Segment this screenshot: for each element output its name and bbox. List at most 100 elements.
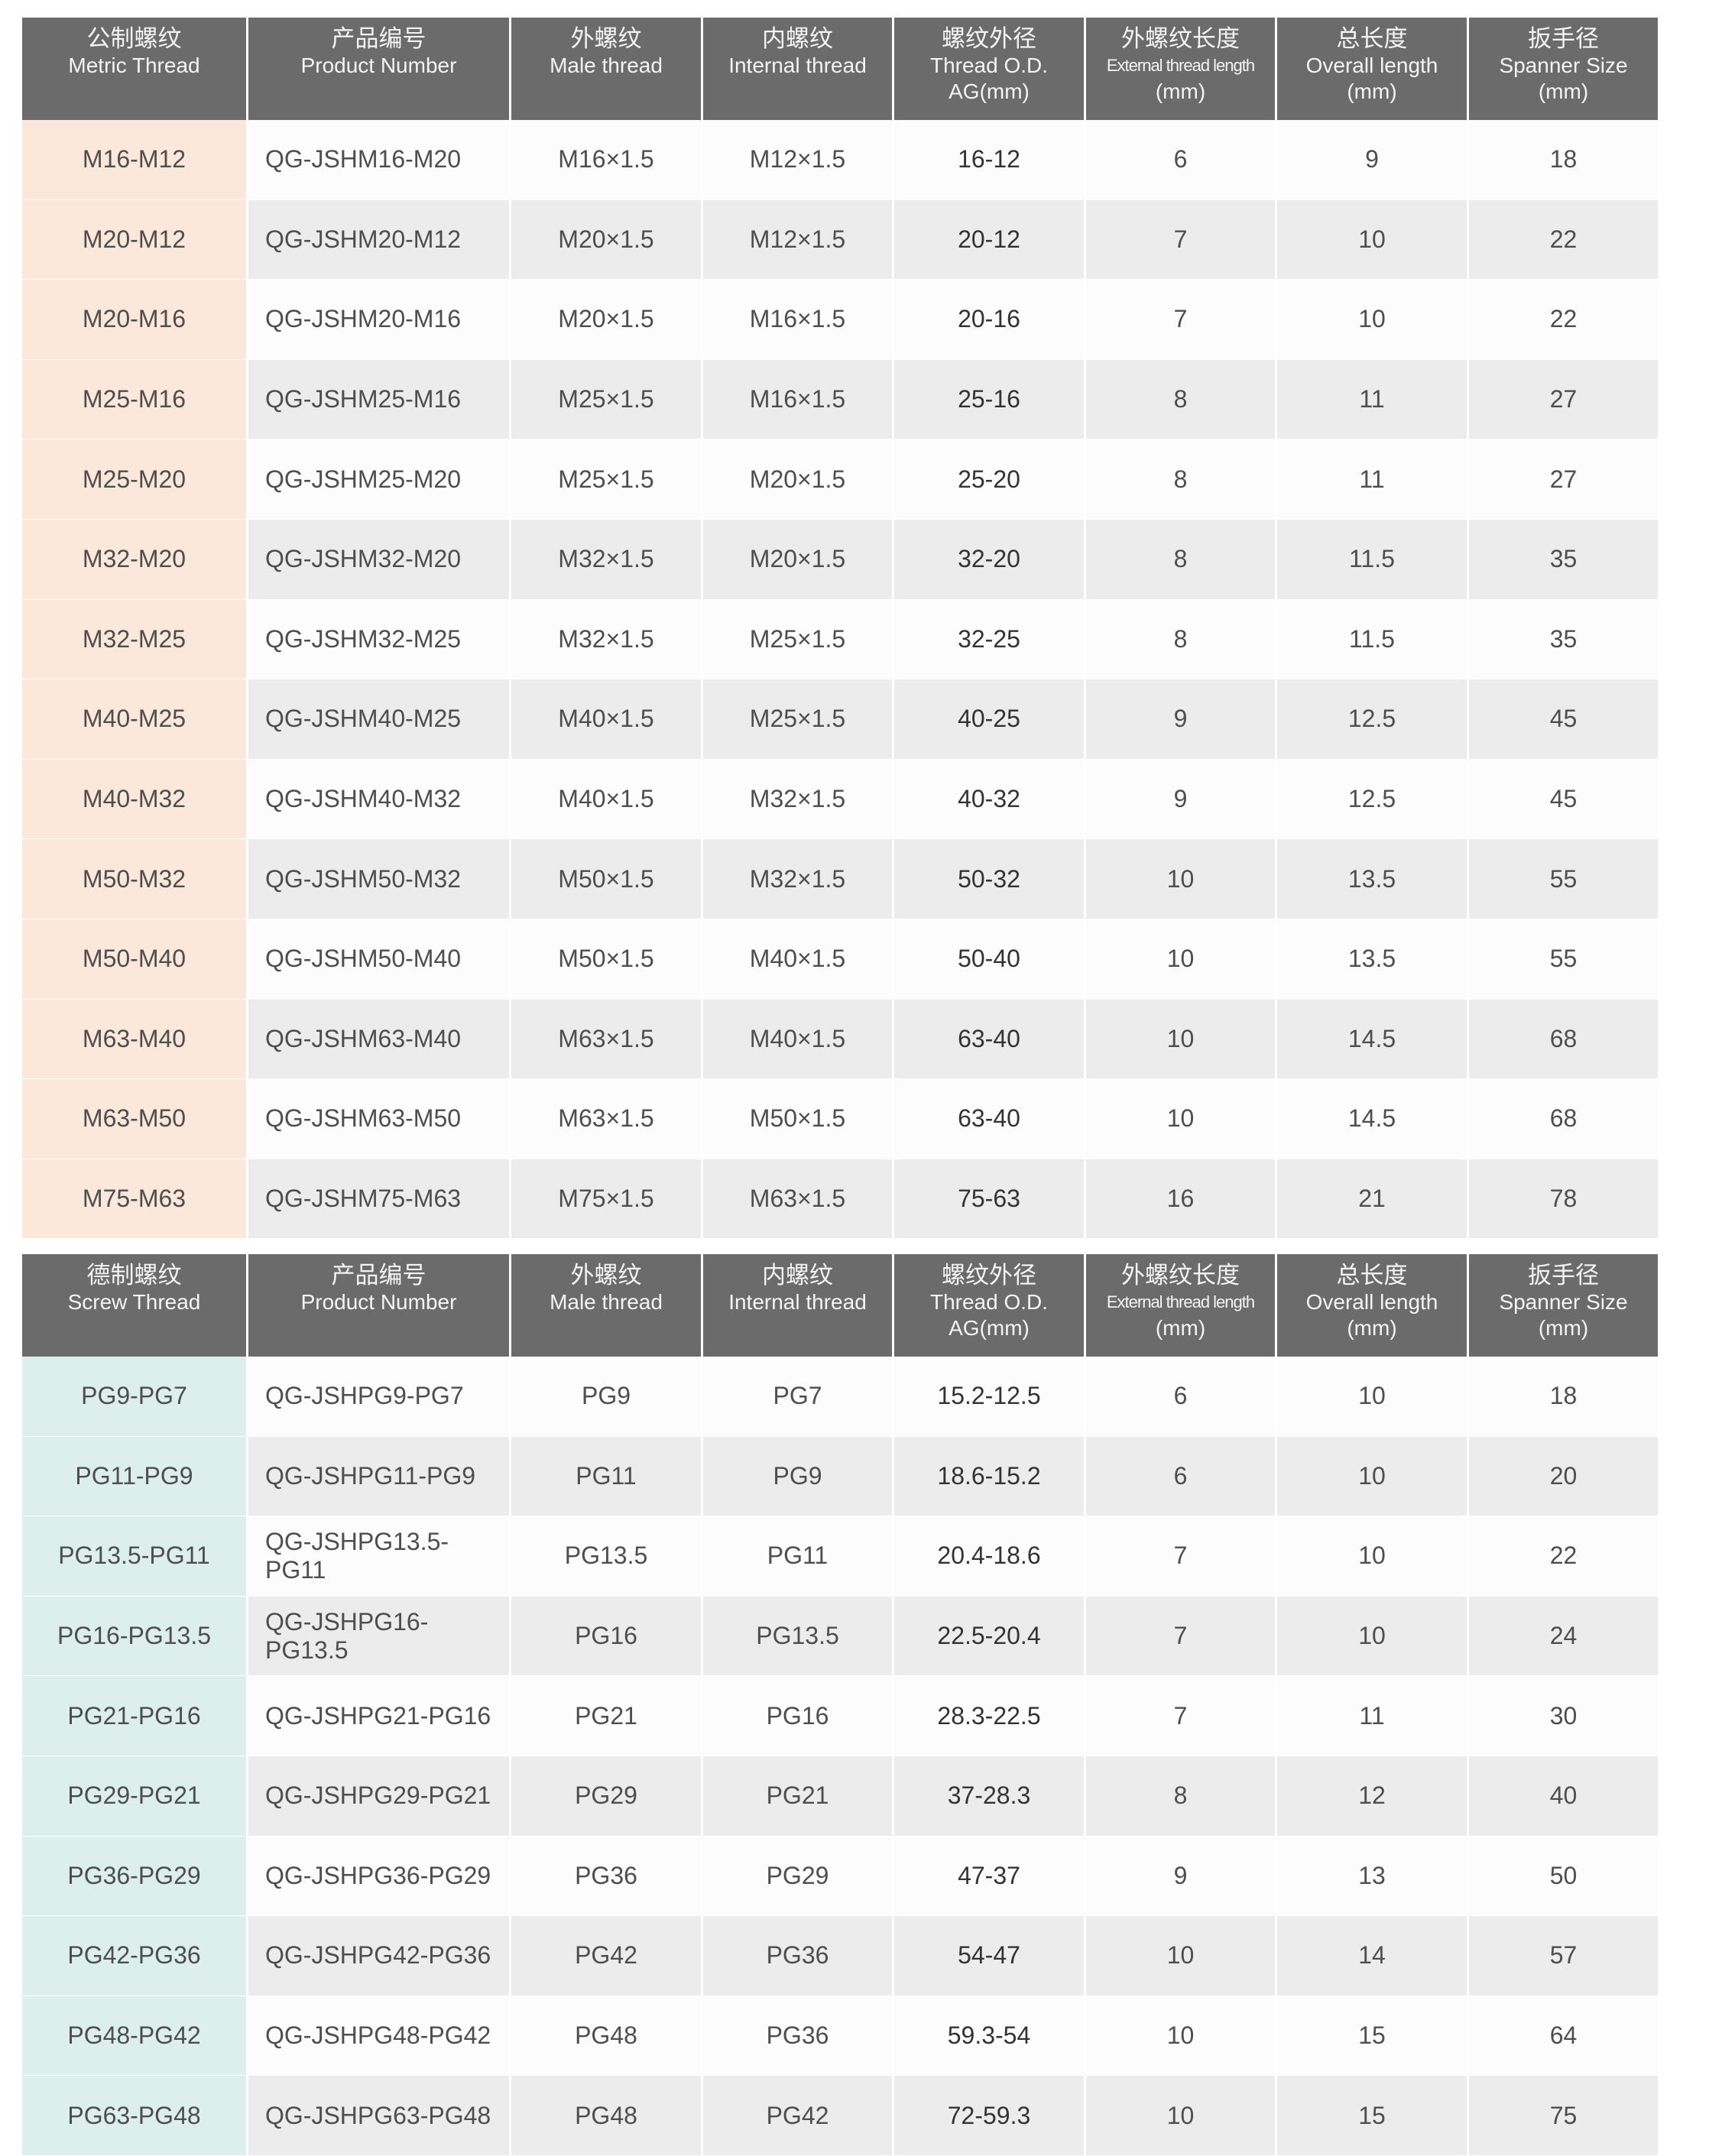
cell-product-number: QG-JSHPG11-PG9 [248,1436,511,1517]
header-overall-length: 总长度 Overall length (mm) [1277,1254,1469,1357]
cell-thread-od: 15.2-12.5 [894,1357,1086,1437]
cell-external-thread-length: 8 [1086,439,1277,520]
header-en-label: Internal thread [728,53,867,77]
cell-overall-length: 11 [1277,359,1469,440]
cell-overall-length: 10 [1277,199,1469,280]
table-row: M50-M32 QG-JSHM50-M32 M50×1.5 M32×1.5 50-32 1… [22,839,1658,919]
header-cn-label: 产品编号 [331,1262,426,1289]
cell-external-thread-length: 10 [1086,1079,1277,1159]
cell-thread-od: 63-40 [894,1079,1086,1159]
table-row: PG21-PG16 QG-JSHPG21-PG16 PG21 PG16 28.3-22.… [22,1676,1658,1756]
cell-thread: M40-M32 [22,759,248,840]
cell-thread: M20-M16 [22,280,248,360]
cell-product-number: QG-JSHM20-M12 [248,199,511,280]
table-row: M32-M25 QG-JSHM32-M25 M32×1.5 M25×1.5 32-25 8… [22,599,1658,680]
cell-product-number: QG-JSHPG63-PG48 [248,2076,511,2156]
cell-male-thread: PG48 [511,2076,703,2156]
header-en-label: External thread length [1106,1292,1255,1311]
cell-thread: M25-M16 [22,359,248,440]
cell-internal-thread: M50×1.5 [703,1079,894,1159]
header-thread: 公制螺纹 Metric Thread [22,18,248,120]
cell-internal-thread: PG11 [703,1516,894,1597]
cell-external-thread-length: 10 [1086,1916,1277,1996]
cell-product-number: QG-JSHM16-M20 [248,120,511,200]
cell-overall-length: 10 [1277,280,1469,360]
header-cn-label: 德制螺纹 [86,1262,182,1289]
header-unit-label: (mm) [1155,1316,1206,1340]
cell-product-number: QG-JSHPG48-PG42 [248,1996,511,2077]
cell-external-thread-length: 8 [1086,1756,1277,1837]
cell-internal-thread: M12×1.5 [703,120,894,200]
header-en-label: Spanner Size [1499,53,1628,77]
cell-male-thread: M32×1.5 [511,599,703,680]
cell-product-number: QG-JSHM40-M25 [248,679,511,760]
cell-product-number: QG-JSHM63-M50 [248,1079,511,1159]
cell-overall-length: 15 [1277,1996,1469,2077]
cell-external-thread-length: 7 [1086,1676,1277,1756]
cell-product-number: QG-JSHPG13.5-PG11 [248,1516,511,1597]
cell-overall-length: 11.5 [1277,599,1469,680]
header-internal-thread: 内螺纹 Internal thread [703,18,894,120]
cell-external-thread-length: 6 [1086,1436,1277,1517]
cell-thread: PG48-PG42 [22,1996,248,2077]
cell-overall-length: 10 [1277,1436,1469,1517]
cell-thread: M20-M12 [22,199,248,280]
cell-spanner-size: 20 [1469,1436,1658,1517]
cell-internal-thread: PG13.5 [703,1596,894,1677]
cell-spanner-size: 18 [1469,1357,1658,1437]
table-row: M20-M16 QG-JSHM20-M16 M20×1.5 M16×1.5 20-16 7… [22,280,1658,360]
cell-internal-thread: PG42 [703,2076,894,2156]
cell-overall-length: 10 [1277,1516,1469,1597]
header-en-label: External thread length [1106,56,1255,75]
cell-spanner-size: 18 [1469,120,1658,200]
header-cn-label: 外螺纹 [570,25,642,52]
header-en-label: Overall length [1305,53,1438,77]
cell-thread: M50-M40 [22,919,248,1000]
table-row: PG63-PG48 QG-JSHPG63-PG48 PG48 PG42 72-59.3 1… [22,2076,1658,2156]
table-row: M20-M12 QG-JSHM20-M12 M20×1.5 M12×1.5 20-12 7… [22,199,1658,280]
cell-product-number: QG-JSHM32-M25 [248,599,511,680]
cell-male-thread: M25×1.5 [511,359,703,440]
table-row: PG16-PG13.5 QG-JSHPG16-PG13.5 PG16 PG13.5 22… [22,1596,1658,1677]
cell-male-thread: PG29 [511,1756,703,1837]
cell-product-number: QG-JSHM40-M32 [248,759,511,840]
cell-thread: M63-M50 [22,1079,248,1159]
table-row: M25-M16 QG-JSHM25-M16 M25×1.5 M16×1.5 25-16 8… [22,359,1658,440]
header-spanner-size: 扳手径 Spanner Size (mm) [1469,18,1658,120]
header-en-label: Product Number [300,53,457,77]
cell-overall-length: 10 [1277,1596,1469,1677]
cell-overall-length: 13 [1277,1836,1469,1917]
cell-male-thread: M40×1.5 [511,759,703,840]
header-product-number: 产品编号 Product Number [248,1254,511,1357]
header-internal-thread: 内螺纹 Internal thread [703,1254,894,1357]
cell-product-number: QG-JSHM20-M16 [248,280,511,360]
cell-internal-thread: PG21 [703,1756,894,1837]
cell-external-thread-length: 6 [1086,120,1277,200]
table-header: 德制螺纹 Screw Thread 产品编号 Product Number 外螺纹 Mal… [22,1254,1658,1357]
header-unit-label: (mm) [1538,1316,1589,1340]
cell-overall-length: 13.5 [1277,839,1469,919]
header-cn-label: 螺纹外径 [942,25,1036,52]
cell-spanner-size: 50 [1469,1836,1658,1917]
header-en-label: Overall length [1305,1290,1438,1314]
header-en-label: Product Number [300,1290,457,1314]
cell-external-thread-length: 16 [1086,1159,1277,1240]
header-en-label: Internal thread [728,1290,867,1314]
cell-male-thread: M32×1.5 [511,519,703,600]
cell-product-number: QG-JSHPG16-PG13.5 [248,1596,511,1677]
header-thread-od: 螺纹外径 Thread O.D. AG(mm) [894,18,1086,120]
header-external-thread-length: 外螺纹长度 External thread length (mm) [1086,18,1277,120]
cell-external-thread-length: 7 [1086,1596,1277,1677]
cell-product-number: QG-JSHPG36-PG29 [248,1836,511,1917]
cell-overall-length: 14.5 [1277,1079,1469,1159]
cell-thread: M63-M40 [22,999,248,1080]
header-overall-length: 总长度 Overall length (mm) [1277,18,1469,120]
cell-external-thread-length: 7 [1086,199,1277,280]
cell-overall-length: 10 [1277,1357,1469,1437]
table-row: M40-M32 QG-JSHM40-M32 M40×1.5 M32×1.5 40-32 9… [22,759,1658,840]
table-row: M50-M40 QG-JSHM50-M40 M50×1.5 M40×1.5 50-40 1… [22,919,1658,1000]
table-row: M63-M40 QG-JSHM63-M40 M63×1.5 M40×1.5 63-40 1… [22,999,1658,1080]
cell-internal-thread: M25×1.5 [703,679,894,760]
cell-thread-od: 28.3-22.5 [894,1676,1086,1756]
cell-spanner-size: 27 [1469,439,1658,520]
